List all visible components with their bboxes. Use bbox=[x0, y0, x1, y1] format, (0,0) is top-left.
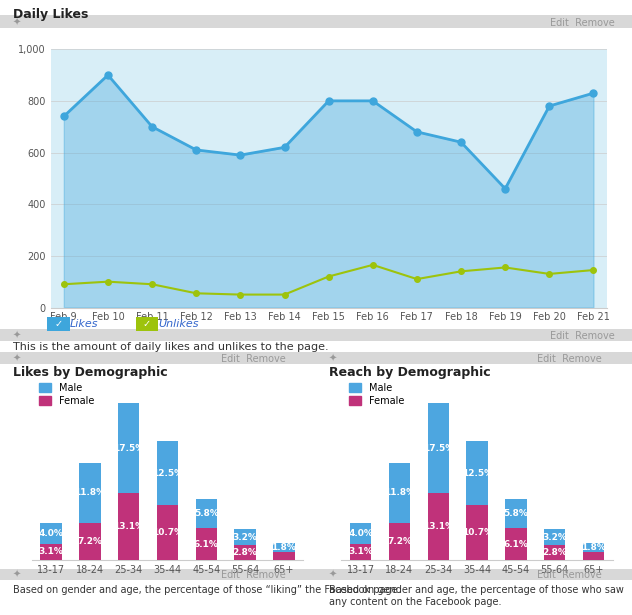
Bar bbox=[157, 505, 178, 560]
Bar bbox=[157, 441, 178, 505]
Text: ✦: ✦ bbox=[329, 354, 337, 363]
Bar bbox=[506, 499, 526, 528]
Text: 7.2%: 7.2% bbox=[77, 537, 102, 546]
Bar bbox=[196, 528, 217, 560]
Text: Edit  Remove: Edit Remove bbox=[550, 331, 614, 341]
Bar bbox=[79, 523, 100, 560]
Text: ✓: ✓ bbox=[51, 319, 60, 329]
Text: 13.1%: 13.1% bbox=[423, 522, 454, 531]
Bar bbox=[40, 544, 62, 560]
Text: Likes by Demographic: Likes by Demographic bbox=[13, 365, 167, 379]
Text: 17.5%: 17.5% bbox=[113, 443, 144, 453]
Text: Edit  Remove: Edit Remove bbox=[221, 570, 286, 580]
Text: ✦: ✦ bbox=[329, 570, 337, 580]
Text: 12.5%: 12.5% bbox=[152, 469, 183, 477]
Bar bbox=[428, 493, 449, 560]
Bar bbox=[389, 523, 410, 560]
Text: 1.8%: 1.8% bbox=[272, 543, 296, 552]
Text: 5.8%: 5.8% bbox=[504, 509, 528, 518]
Text: 6.1%: 6.1% bbox=[194, 539, 219, 549]
Text: ✦: ✦ bbox=[13, 570, 21, 580]
Bar bbox=[506, 528, 526, 560]
Text: ✦: ✦ bbox=[13, 354, 21, 363]
Bar bbox=[118, 493, 139, 560]
Text: 6.1%: 6.1% bbox=[504, 539, 528, 549]
Text: 2.8%: 2.8% bbox=[542, 548, 568, 557]
Text: Edit  Remove: Edit Remove bbox=[221, 354, 286, 363]
Bar bbox=[544, 529, 566, 546]
Text: This is the amount of daily likes and unlikes to the page.: This is the amount of daily likes and un… bbox=[13, 343, 328, 352]
Text: Unlikes: Unlikes bbox=[158, 319, 198, 329]
Bar bbox=[196, 499, 217, 528]
Bar bbox=[350, 544, 372, 560]
Text: ✦: ✦ bbox=[13, 18, 21, 28]
Text: 4.0%: 4.0% bbox=[348, 529, 373, 538]
Bar bbox=[544, 546, 566, 560]
Bar bbox=[273, 552, 295, 560]
Text: 11.8%: 11.8% bbox=[75, 488, 106, 497]
Text: 11.8%: 11.8% bbox=[384, 488, 415, 497]
Text: 3.2%: 3.2% bbox=[233, 533, 258, 542]
Text: 10.7%: 10.7% bbox=[461, 528, 493, 537]
Bar bbox=[40, 523, 62, 544]
Text: 12.5%: 12.5% bbox=[461, 469, 493, 477]
Bar bbox=[466, 441, 488, 505]
Text: 13.1%: 13.1% bbox=[113, 522, 144, 531]
Text: Reach by Demographic: Reach by Demographic bbox=[329, 365, 490, 379]
Text: 10.7%: 10.7% bbox=[152, 528, 183, 537]
Text: ✓: ✓ bbox=[139, 319, 149, 329]
Text: 3.1%: 3.1% bbox=[39, 547, 63, 556]
Text: ✓: ✓ bbox=[54, 319, 63, 329]
Text: Edit  Remove: Edit Remove bbox=[550, 18, 614, 28]
Text: Edit  Remove: Edit Remove bbox=[537, 354, 602, 363]
Bar bbox=[583, 543, 604, 552]
Text: Edit  Remove: Edit Remove bbox=[537, 570, 602, 580]
Text: 3.1%: 3.1% bbox=[348, 547, 373, 556]
Legend: Male, Female: Male, Female bbox=[346, 380, 407, 409]
Bar bbox=[79, 462, 100, 523]
Bar bbox=[389, 462, 410, 523]
Bar bbox=[273, 543, 295, 552]
Text: 7.2%: 7.2% bbox=[387, 537, 412, 546]
Text: 4.0%: 4.0% bbox=[39, 529, 63, 538]
Bar bbox=[350, 523, 372, 544]
Text: 3.2%: 3.2% bbox=[542, 533, 568, 542]
Bar bbox=[234, 529, 256, 546]
Text: Based on gender and age, the percentage of those who saw any content on the Face: Based on gender and age, the percentage … bbox=[329, 585, 624, 607]
Bar bbox=[583, 552, 604, 560]
Bar bbox=[234, 546, 256, 560]
Bar bbox=[466, 505, 488, 560]
Text: Based on gender and age, the percentage of those “liking” the Facebook page.: Based on gender and age, the percentage … bbox=[13, 585, 400, 595]
Text: ✓: ✓ bbox=[143, 319, 151, 329]
Text: 17.5%: 17.5% bbox=[423, 443, 454, 453]
Text: 1.8%: 1.8% bbox=[581, 543, 606, 552]
Legend: Male, Female: Male, Female bbox=[37, 380, 97, 409]
Text: 5.8%: 5.8% bbox=[194, 509, 219, 518]
Bar bbox=[428, 403, 449, 493]
Text: Daily Likes: Daily Likes bbox=[13, 8, 88, 21]
Text: Likes: Likes bbox=[70, 319, 98, 329]
Text: 2.8%: 2.8% bbox=[233, 548, 258, 557]
Text: ✦: ✦ bbox=[13, 331, 21, 341]
Bar bbox=[118, 403, 139, 493]
